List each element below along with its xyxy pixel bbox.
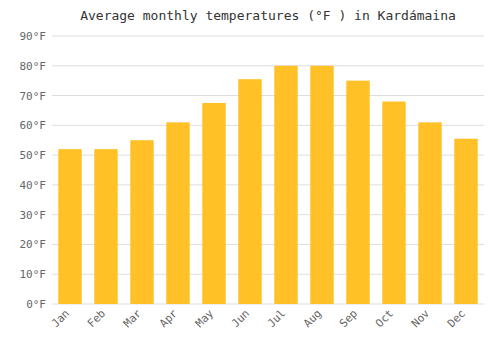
y-axis: 0°F 10°F 20°F 30°F 40°F 50°F 60°F 70°F 80°F 90°F <box>20 30 47 311</box>
bars <box>58 66 477 304</box>
bar <box>166 122 189 304</box>
grid-line <box>52 65 484 66</box>
x-tick-label: Mar <box>121 307 145 331</box>
bar <box>274 66 297 304</box>
x-tick-label: Jun <box>229 307 252 330</box>
x-axis: Jan Feb Mar Apr May Jun Jul Aug Sep Oct Nov Dec <box>49 307 468 331</box>
grid-line <box>52 36 484 37</box>
y-tick-label: 20°F <box>20 238 47 251</box>
x-tick-label: May <box>193 307 217 331</box>
x-tick-label: Sep <box>337 307 360 330</box>
grid-line <box>52 95 484 96</box>
x-tick-label: Nov <box>409 307 433 331</box>
y-tick-label: 60°F <box>20 119 47 132</box>
bar <box>58 149 81 304</box>
chart: Average monthly temperatures (°F ) in Ka… <box>0 0 500 350</box>
bar <box>454 139 477 304</box>
bar <box>94 149 117 304</box>
bar <box>130 140 153 304</box>
title: Average monthly temperatures (°F ) in Ka… <box>80 8 456 23</box>
bar <box>382 102 405 304</box>
bar <box>238 79 261 304</box>
x-tick-label: Apr <box>157 307 181 331</box>
chart-container: Average monthly temperatures (°F ) in Ka… <box>0 0 500 350</box>
y-tick-label: 30°F <box>20 209 47 222</box>
bar <box>202 103 225 304</box>
x-tick-label: Jul <box>265 307 288 330</box>
y-tick-label: 40°F <box>20 179 47 192</box>
x-tick-label: Dec <box>445 307 468 330</box>
grid <box>52 36 484 304</box>
x-tick-label: Oct <box>373 307 396 330</box>
y-tick-label: 70°F <box>20 90 47 103</box>
x-tick-label: Feb <box>85 307 108 330</box>
y-tick-label: 10°F <box>20 268 47 281</box>
bar <box>418 122 441 304</box>
bar <box>310 66 333 304</box>
y-tick-label: 80°F <box>20 60 47 73</box>
x-tick-label: Aug <box>301 307 324 330</box>
y-tick-label: 90°F <box>20 30 47 43</box>
y-tick-label: 50°F <box>20 149 47 162</box>
x-tick-label: Jan <box>49 307 72 330</box>
y-tick-label: 0°F <box>26 298 46 311</box>
bar <box>346 81 369 304</box>
